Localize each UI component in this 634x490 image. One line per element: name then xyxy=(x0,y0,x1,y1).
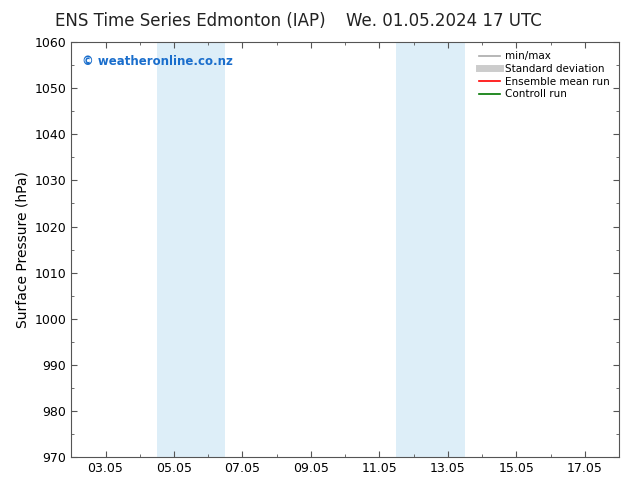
Y-axis label: Surface Pressure (hPa): Surface Pressure (hPa) xyxy=(15,171,29,328)
Bar xyxy=(430,42,465,457)
Text: © weatheronline.co.nz: © weatheronline.co.nz xyxy=(82,54,233,68)
Legend: min/max, Standard deviation, Ensemble mean run, Controll run: min/max, Standard deviation, Ensemble me… xyxy=(475,47,614,103)
Text: ENS Time Series Edmonton (IAP): ENS Time Series Edmonton (IAP) xyxy=(55,12,325,30)
Text: We. 01.05.2024 17 UTC: We. 01.05.2024 17 UTC xyxy=(346,12,541,30)
Bar xyxy=(396,42,430,457)
Bar xyxy=(157,42,191,457)
Bar xyxy=(191,42,225,457)
